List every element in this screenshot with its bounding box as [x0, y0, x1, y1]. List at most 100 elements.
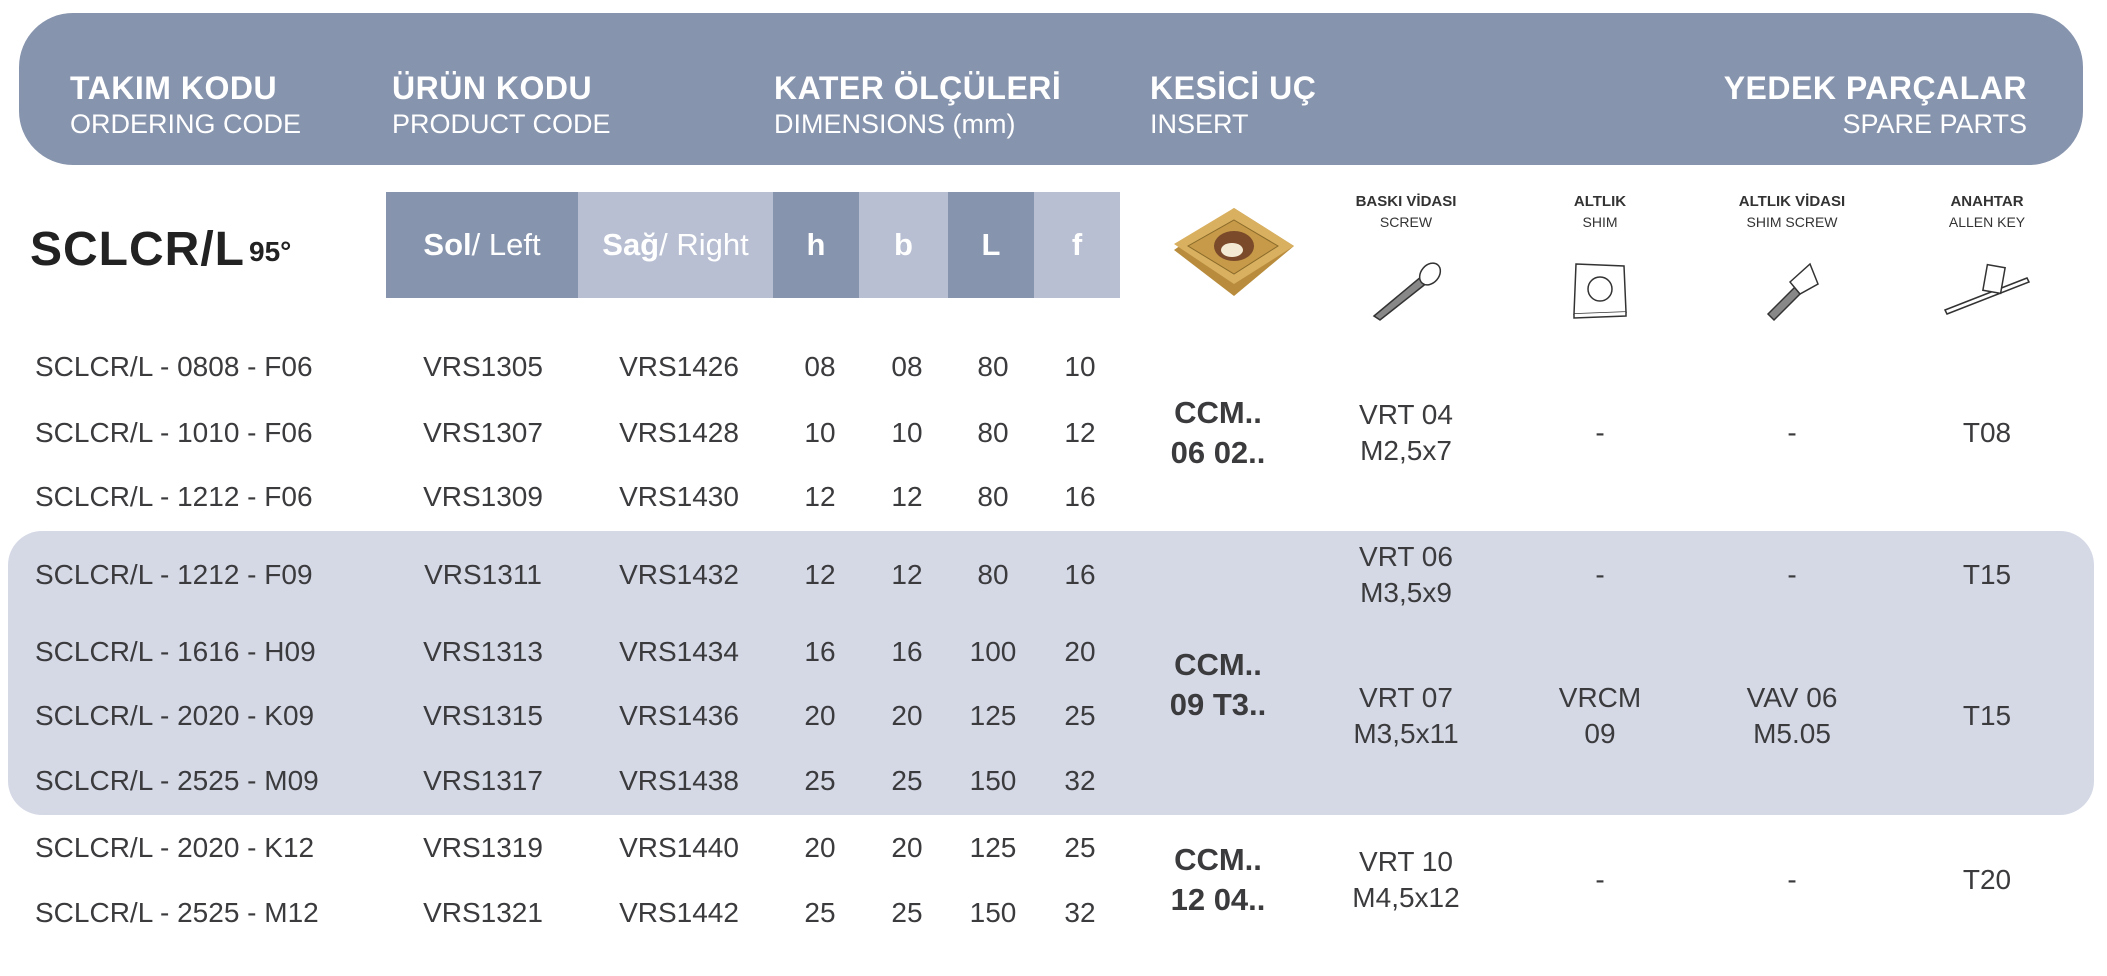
- right-label-bold: Sağ: [602, 227, 660, 262]
- dimensions-title: KATER ÖLÇÜLERİ: [774, 70, 1062, 106]
- column-f: f: [1034, 192, 1120, 298]
- ordering-code: SCLCR/L - 2020 - K12: [35, 832, 315, 863]
- spare-screw: VRT 10 M4,5x12: [1352, 844, 1459, 916]
- cell-b: 25: [891, 765, 923, 796]
- cell-b: 20: [891, 832, 923, 863]
- b-label: b: [894, 227, 913, 262]
- cell-h: 20: [804, 700, 836, 731]
- cell-L: 150: [969, 765, 1017, 796]
- spare-key: T15: [1963, 698, 2011, 734]
- spare-part-subtitle: ALLEN KEY: [1948, 214, 2026, 230]
- insert-title: KESİCİ UÇ: [1150, 70, 1317, 106]
- spare-value: VRT 07: [1359, 682, 1453, 713]
- ordering-code-title: TAKIM KODU: [70, 70, 278, 106]
- spare-value: T15: [1962, 700, 2012, 731]
- spare-part-subtitle: SCREW: [1379, 214, 1433, 230]
- spare-part-subtitle: SHIM: [1582, 214, 1618, 230]
- cell-f: 25: [1064, 700, 1096, 731]
- spare-part-subtitle: SHIM SCREW: [1746, 214, 1838, 230]
- spare-value: 09: [1584, 718, 1616, 749]
- header-bar: TAKIM KODU ORDERING CODE ÜRÜN KODU PRODU…: [19, 13, 2083, 165]
- insert-line: 12 04..: [1170, 882, 1266, 917]
- spare-value: -: [1787, 864, 1797, 895]
- f-label: f: [1071, 227, 1083, 262]
- spare-value: -: [1595, 417, 1605, 448]
- spare-value: VAV 06: [1746, 682, 1838, 713]
- product-code-title: ÜRÜN KODU: [392, 70, 593, 106]
- cell-h: 20: [804, 832, 836, 863]
- cell-h: 25: [804, 765, 836, 796]
- cell-b: 12: [891, 559, 923, 590]
- cell-left: VRS1309: [423, 481, 543, 512]
- spare-shim-screw: -: [1787, 415, 1796, 451]
- right-label: / Right: [659, 227, 749, 262]
- column-h: h: [773, 192, 859, 298]
- cell-b: 08: [891, 351, 923, 382]
- highlight-band: [8, 531, 2094, 815]
- spare-shim: -: [1595, 862, 1604, 898]
- ordering-code: SCLCR/L - 1010 - F06: [35, 417, 313, 448]
- insert-icon: [1174, 208, 1294, 296]
- L-label: L: [981, 227, 1001, 262]
- cell-left: VRS1311: [424, 559, 542, 590]
- cell-h: 12: [804, 481, 836, 512]
- cell-right: VRS1438: [619, 765, 739, 796]
- spare-value: -: [1595, 864, 1605, 895]
- cell-h: 16: [804, 636, 836, 667]
- spare-value: VRT 10: [1359, 846, 1453, 877]
- insert-line: 09 T3..: [1169, 687, 1267, 722]
- column-right: Sağ / Right: [578, 192, 773, 298]
- cell-b: 20: [891, 700, 923, 731]
- insert-subtitle: INSERT: [1150, 109, 1249, 139]
- cell-b: 10: [891, 417, 923, 448]
- insert-line: CCM..: [1174, 647, 1262, 682]
- tool-family-name: SCLCR/L: [30, 223, 245, 276]
- cell-L: 80: [977, 351, 1009, 382]
- cell-L: 80: [977, 559, 1009, 590]
- cell-h: 12: [804, 559, 836, 590]
- spare-value: M3,5x11: [1353, 718, 1459, 749]
- spare-value: M3,5x9: [1360, 577, 1452, 608]
- cell-f: 25: [1064, 832, 1096, 863]
- ordering-code: SCLCR/L - 2525 - M12: [35, 897, 319, 928]
- spare-key: T15: [1963, 557, 2011, 593]
- spare-value: M2,5x7: [1360, 435, 1452, 466]
- insert-line: CCM..: [1174, 842, 1262, 877]
- spare-screw: VRT 04 M2,5x7: [1359, 397, 1453, 469]
- spare-value: -: [1787, 559, 1797, 590]
- cell-f: 12: [1064, 417, 1096, 448]
- spare-shim-screw: VAV 06 M5.05: [1747, 680, 1838, 752]
- spare-part-title: ALTLIK VİDASI: [1738, 193, 1846, 210]
- spare-shim: -: [1595, 557, 1604, 593]
- cell-right: VRS1426: [619, 351, 739, 382]
- cell-left: VRS1305: [423, 351, 543, 382]
- left-label: / Left: [471, 227, 541, 262]
- cell-right: VRS1440: [619, 832, 739, 863]
- shim-icon: [1568, 258, 1632, 327]
- spare-part-title: ALTLIK: [1573, 193, 1627, 210]
- spare-part-label: ANAHTAR ALLEN KEY: [1949, 192, 2025, 232]
- spare-screw: VRT 06 M3,5x9: [1359, 539, 1453, 611]
- allen-key-icon: [1941, 258, 2033, 327]
- spare-value: T08: [1962, 417, 2012, 448]
- insert-line: 06 02..: [1170, 435, 1266, 470]
- cell-right: VRS1442: [619, 897, 739, 928]
- cell-b: 16: [891, 636, 923, 667]
- insert-code: CCM.. 06 02..: [1171, 393, 1266, 473]
- spare-part-label: ALTLIK SHIM: [1574, 192, 1626, 232]
- spare-part-title: BASKI VİDASI: [1355, 193, 1457, 210]
- ordering-code: SCLCR/L - 1616 - H09: [35, 636, 316, 667]
- dimensions-subtitle: DIMENSIONS (mm): [774, 109, 1016, 139]
- cell-f: 16: [1064, 559, 1096, 590]
- cell-left: VRS1315: [423, 700, 543, 731]
- ordering-code: SCLCR/L - 1212 - F09: [35, 559, 313, 590]
- spare-value: T20: [1962, 864, 2012, 895]
- screw-icon: [1366, 258, 1446, 327]
- cell-left: VRS1317: [423, 765, 543, 796]
- spare-part-title: ANAHTAR: [1950, 193, 2024, 210]
- cell-right: VRS1434: [619, 636, 739, 667]
- spare-shim: -: [1595, 415, 1604, 451]
- spare-parts-subtitle: SPARE PARTS: [1842, 109, 2027, 139]
- spare-shim: VRCM 09: [1559, 680, 1641, 752]
- cell-f: 32: [1064, 897, 1096, 928]
